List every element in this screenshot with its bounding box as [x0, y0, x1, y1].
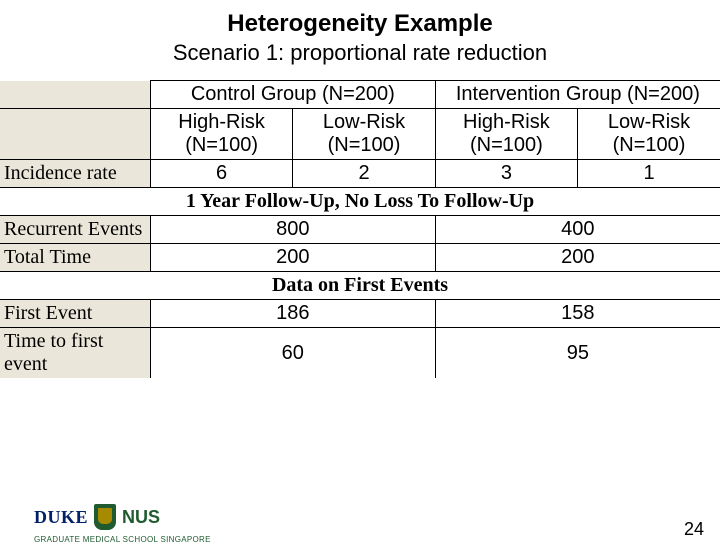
- cell-recurrent-intervention: 400: [435, 216, 720, 244]
- logo-nus-text: NUS: [122, 507, 160, 528]
- header-intervention-low: Low-Risk (N=100): [578, 109, 720, 160]
- header-control-group: Control Group (N=200): [150, 81, 435, 109]
- cell-totaltime-control: 200: [150, 244, 435, 272]
- header-control-low: Low-Risk (N=100): [293, 109, 435, 160]
- row-label-firstevent: First Event: [0, 300, 150, 328]
- row-label-incidence: Incidence rate: [0, 160, 150, 188]
- cell-incidence-1: 2: [293, 160, 435, 188]
- row-label-totaltime: Total Time: [0, 244, 150, 272]
- row-label-recurrent: Recurrent Events: [0, 216, 150, 244]
- cell-incidence-2: 3: [435, 160, 577, 188]
- cell-totaltime-intervention: 200: [435, 244, 720, 272]
- data-table: Control Group (N=200) Intervention Group…: [0, 80, 720, 378]
- cell-timetofirst-intervention: 95: [435, 328, 720, 379]
- logo: DUKE NUS: [34, 504, 160, 530]
- header-blank: [0, 81, 150, 109]
- cell-timetofirst-control: 60: [150, 328, 435, 379]
- slide-subtitle: Scenario 1: proportional rate reduction: [0, 40, 720, 66]
- cell-incidence-3: 1: [578, 160, 720, 188]
- shield-icon: [94, 504, 116, 530]
- cell-firstevent-control: 186: [150, 300, 435, 328]
- row-label-timetofirst: Time to first event: [0, 328, 150, 379]
- header-control-high: High-Risk (N=100): [150, 109, 292, 160]
- cell-firstevent-intervention: 158: [435, 300, 720, 328]
- section-first-events: Data on First Events: [0, 272, 720, 300]
- header-intervention-high: High-Risk (N=100): [435, 109, 577, 160]
- logo-duke-text: DUKE: [34, 507, 88, 528]
- page-number: 24: [684, 519, 704, 540]
- cell-incidence-0: 6: [150, 160, 292, 188]
- header-blank-2: [0, 109, 150, 160]
- cell-recurrent-control: 800: [150, 216, 435, 244]
- slide-title: Heterogeneity Example: [0, 10, 720, 38]
- section-followup: 1 Year Follow-Up, No Loss To Follow-Up: [0, 188, 720, 216]
- header-intervention-group: Intervention Group (N=200): [435, 81, 720, 109]
